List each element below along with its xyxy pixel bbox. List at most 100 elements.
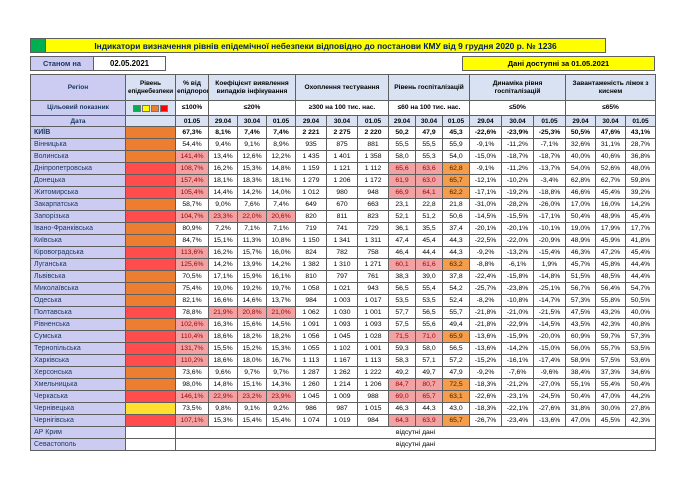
value-cell: -16,1% <box>501 354 535 367</box>
value-cell: 46,4 <box>388 246 416 259</box>
value-cell: -15,0% <box>469 150 503 163</box>
value-cell: 47,0% <box>595 390 627 403</box>
value-cell: 14,2% <box>208 258 238 271</box>
value-cell: 36,8% <box>625 150 657 163</box>
value-cell: 1 021 <box>326 282 358 295</box>
value-cell: 21,9% <box>208 306 238 319</box>
value-cell: -22,9% <box>501 318 535 331</box>
value-cell: 28,7% <box>625 138 657 151</box>
value-cell: 62,2 <box>441 186 471 199</box>
value-cell: 15,7% <box>237 246 267 259</box>
value-cell: 18,1% <box>266 174 296 187</box>
value-cell: 1 102 <box>326 342 358 355</box>
value-cell: 59,8% <box>625 174 657 187</box>
value-cell: 9,1% <box>237 402 267 415</box>
value-cell: -15,4% <box>533 246 567 259</box>
subheader-bar: Станом на 02.05.2021 Дані доступні за 01… <box>30 56 655 71</box>
value-cell: -10,1% <box>533 222 567 235</box>
value-cell: 57,3% <box>625 330 657 343</box>
date-cell: 30.04 <box>501 115 535 127</box>
value-cell: -3,4% <box>533 174 567 187</box>
group-header: Коефіцієнт виявлення випадків інфікуванн… <box>208 74 296 101</box>
value-cell: 52,6% <box>595 162 627 175</box>
value-cell: 55,9 <box>441 138 471 151</box>
table-row: Сумська 110,4% 18,6% 18,2% 18,2% 1 056 1 045 1 … <box>30 330 657 343</box>
value-cell: 17,1% <box>208 270 238 283</box>
title-bar: Індикатори визначення рівнів епідемічної… <box>30 38 655 53</box>
value-cell: 71,5 <box>388 330 416 343</box>
value-cell: -27,6% <box>533 402 567 415</box>
value-cell: 80,7 <box>415 378 443 391</box>
value-cell: 12,6% <box>237 150 267 163</box>
value-cell: 67,3% <box>175 126 209 139</box>
value-cell: 20,8% <box>237 306 267 319</box>
value-cell: 14,2% <box>237 186 267 199</box>
value-cell: -13,6% <box>533 414 567 427</box>
value-cell: 37,8 <box>441 270 471 283</box>
value-cell: 56,7% <box>565 282 597 295</box>
value-cell: 56,5 <box>415 306 443 319</box>
region-name-cell: Житомирська <box>30 186 126 199</box>
level-cell <box>125 402 176 415</box>
value-cell: 1 062 <box>295 306 327 319</box>
report-page: Індикатори визначення рівнів епідемічної… <box>30 38 657 451</box>
value-cell: 27,8% <box>625 402 657 415</box>
value-cell: 49,2 <box>388 366 416 379</box>
value-cell: 45,7% <box>565 258 597 271</box>
value-cell: -13,6% <box>469 342 503 355</box>
region-name-cell: Тернопільська <box>30 342 126 355</box>
value-cell: 16,3% <box>208 318 238 331</box>
value-cell: 54,0 <box>441 150 471 163</box>
value-cell: 43,1% <box>625 126 657 139</box>
value-cell: -25,3% <box>533 126 567 139</box>
level-cell <box>125 138 176 151</box>
value-cell: 110,4% <box>175 330 209 343</box>
value-cell: -21,8% <box>469 318 503 331</box>
value-cell: 55,5 <box>415 138 443 151</box>
value-cell: 823 <box>357 210 389 223</box>
value-cell: 46,3 <box>388 402 416 415</box>
level-cell <box>125 234 176 247</box>
value-cell: 50,5% <box>565 126 597 139</box>
value-cell: 2 275 <box>326 126 358 139</box>
value-cell: 50,4% <box>565 210 597 223</box>
region-name-cell: Запорізька <box>30 210 126 223</box>
value-cell: 57,7 <box>388 306 416 319</box>
value-cell: 1 262 <box>326 366 358 379</box>
value-cell: 57,3% <box>565 294 597 307</box>
level-cell <box>125 390 176 403</box>
value-cell: -24,5% <box>533 390 567 403</box>
value-cell: 987 <box>326 402 358 415</box>
value-cell: 9,1% <box>237 138 267 151</box>
region-name-cell: Севастополь <box>30 438 126 451</box>
value-cell: 935 <box>295 138 327 151</box>
value-cell: -9,2% <box>469 246 503 259</box>
value-cell: 7,4% <box>266 126 296 139</box>
value-cell: 824 <box>295 246 327 259</box>
value-cell: 54,0% <box>565 162 597 175</box>
value-cell: 1 113 <box>295 354 327 367</box>
value-cell: 7,1% <box>237 222 267 235</box>
date-cell: 01.05 <box>441 115 471 127</box>
value-cell: 58,9% <box>565 354 597 367</box>
table-row: Тернопільська 131,7% 15,5% 15,2% 15,3% 1 055 1… <box>30 342 657 355</box>
value-cell: 73,5% <box>175 402 209 415</box>
value-cell: 782 <box>326 246 358 259</box>
region-name-cell: Дніпропетровська <box>30 162 126 175</box>
value-cell: 948 <box>357 186 389 199</box>
table-row: Львівська 70,5% 17,1% 15,9% 16,1% 810 797 761 38… <box>30 270 657 283</box>
value-cell: 59,3 <box>388 342 416 355</box>
value-cell: 12,2% <box>266 150 296 163</box>
region-name-cell: Черкаська <box>30 390 126 403</box>
group-header: Завантаженість ліжок з киснем <box>565 74 657 101</box>
header-row: Регіон Рівень епіднебезпеки% від епідпоро… <box>30 74 657 101</box>
value-cell: 1 271 <box>357 258 389 271</box>
value-cell: 45,5% <box>595 414 627 427</box>
value-cell: 1 028 <box>357 330 389 343</box>
value-cell: 45,4 <box>415 234 443 247</box>
value-cell: 62,8 <box>441 162 471 175</box>
value-cell: 47,4 <box>388 234 416 247</box>
value-cell: 22,9% <box>208 390 238 403</box>
value-cell: -13,6% <box>469 330 503 343</box>
value-cell: 63,2 <box>441 258 471 271</box>
